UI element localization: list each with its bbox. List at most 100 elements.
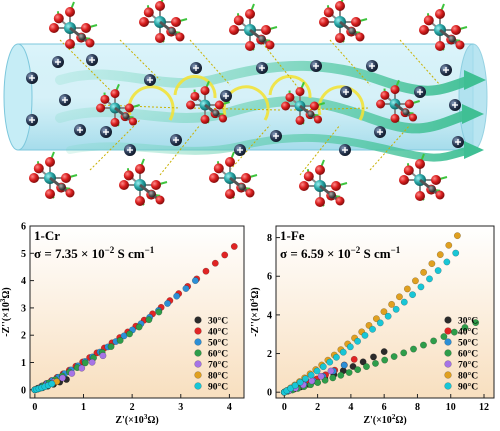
x-tick-label: 0 (282, 402, 287, 413)
data-point (445, 241, 453, 249)
oxygen-atom (245, 9, 255, 19)
data-point (230, 243, 238, 250)
proton (440, 64, 452, 76)
oxygen-atom (455, 40, 465, 50)
data-point (321, 376, 329, 384)
oxygen-atom (225, 157, 235, 167)
proton (26, 72, 38, 84)
proton (86, 54, 98, 66)
oxygen-atom (135, 164, 145, 174)
oxygen-atom (435, 9, 445, 19)
data-point (450, 328, 458, 336)
metal-complex (419, 3, 468, 51)
proton (340, 86, 352, 98)
x-tick-label: 12 (479, 402, 489, 413)
data-point (426, 275, 433, 283)
data-point (313, 367, 321, 375)
data-point (314, 379, 322, 387)
metal-complex (319, 0, 368, 43)
oxygen-atom (229, 25, 239, 35)
oxygen-atom (351, 17, 361, 27)
legend-label: 30°C (208, 316, 228, 327)
oxygen-atom (200, 86, 210, 96)
carbon-atom (168, 27, 176, 35)
carbon-atom (238, 183, 246, 191)
data-point (81, 359, 89, 367)
carbon-atom (428, 185, 436, 193)
oxygen-atom (319, 17, 329, 27)
oxygen-atom (128, 117, 138, 126)
bond (114, 106, 133, 122)
data-point (400, 349, 408, 357)
legend: 30°C40°C50°C60°C70°C80°C90°C (194, 316, 228, 393)
oxygen-atom (376, 99, 386, 109)
x-tick-label: 4 (348, 402, 353, 413)
data-point (372, 315, 380, 323)
y-axis-label: -Z''(×103Ω) (0, 287, 12, 336)
oxygen-atom (61, 173, 71, 183)
data-point (392, 305, 400, 313)
data-point (359, 358, 367, 366)
data-point (410, 345, 417, 353)
oxygen-atom (315, 165, 325, 175)
oxygen-atom (124, 103, 134, 113)
oxygen-atom (331, 181, 341, 191)
data-point (420, 341, 427, 349)
oxygen-atom (29, 173, 39, 183)
proton (234, 144, 246, 156)
oxygen-atom (233, 15, 244, 26)
data-point (349, 363, 357, 370)
bond (319, 184, 339, 202)
data-point (354, 337, 362, 345)
framework-molecules (29, 0, 468, 207)
data-point (363, 363, 370, 371)
data-point (221, 251, 229, 259)
data-point (346, 343, 354, 351)
x-axis-label: Z'(×102Ω) (363, 413, 406, 426)
proton (256, 62, 268, 74)
data-point (126, 330, 133, 338)
oxygen-atom (190, 91, 200, 101)
y-axis-label: -Z''(×103Ω) (250, 287, 261, 336)
proton (124, 144, 136, 156)
legend-marker (444, 316, 452, 324)
legend-label: 40°C (208, 327, 228, 338)
sample-label: 1-Fe (280, 228, 305, 243)
metal-complex (49, 1, 98, 49)
data-point (319, 363, 327, 371)
oxygen-atom (403, 165, 414, 176)
data-point (88, 358, 96, 366)
conductivity-label: σ = 7.35 × 10−2 S cm−1 (34, 245, 155, 261)
data-point (317, 372, 325, 380)
bond (229, 176, 249, 194)
proton (270, 130, 282, 142)
oxygen-atom (415, 191, 425, 201)
data-point (369, 325, 377, 333)
legend-marker (194, 382, 202, 390)
oxygen-atom (241, 173, 251, 183)
data-point (308, 377, 316, 385)
oxygen-atom (45, 189, 55, 199)
oxygen-atom (303, 171, 314, 182)
oxygen-atom (315, 197, 325, 207)
metal-complex (209, 151, 258, 199)
carbon-atom (448, 35, 456, 43)
oxygen-atom (313, 115, 323, 124)
y-tick-label: 6 (267, 272, 272, 283)
data-points (280, 232, 480, 396)
metal-complex (119, 158, 168, 206)
carbon-atom (78, 33, 86, 41)
legend-marker (194, 371, 202, 379)
x-tick-label: 0 (32, 402, 37, 413)
data-point (307, 371, 315, 379)
axes: 0 2 4 6 8 10 12 0 2 4 6 8 (267, 233, 489, 413)
oxygen-atom (209, 173, 219, 183)
metal-complex (139, 0, 188, 43)
data-point (164, 300, 171, 307)
oxygen-atom (155, 195, 165, 205)
data-point (211, 259, 219, 267)
legend-label: 90°C (458, 382, 478, 393)
oxygen-atom (435, 190, 445, 200)
data-point (350, 355, 358, 363)
bond (394, 102, 413, 118)
